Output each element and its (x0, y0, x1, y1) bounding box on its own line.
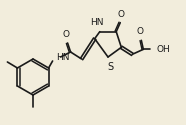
Text: HN: HN (90, 18, 104, 27)
Text: S: S (107, 62, 113, 72)
Text: HN: HN (57, 52, 70, 62)
Text: OH: OH (156, 45, 170, 54)
Text: O: O (137, 27, 144, 36)
Text: O: O (62, 30, 69, 39)
Text: O: O (118, 10, 125, 19)
